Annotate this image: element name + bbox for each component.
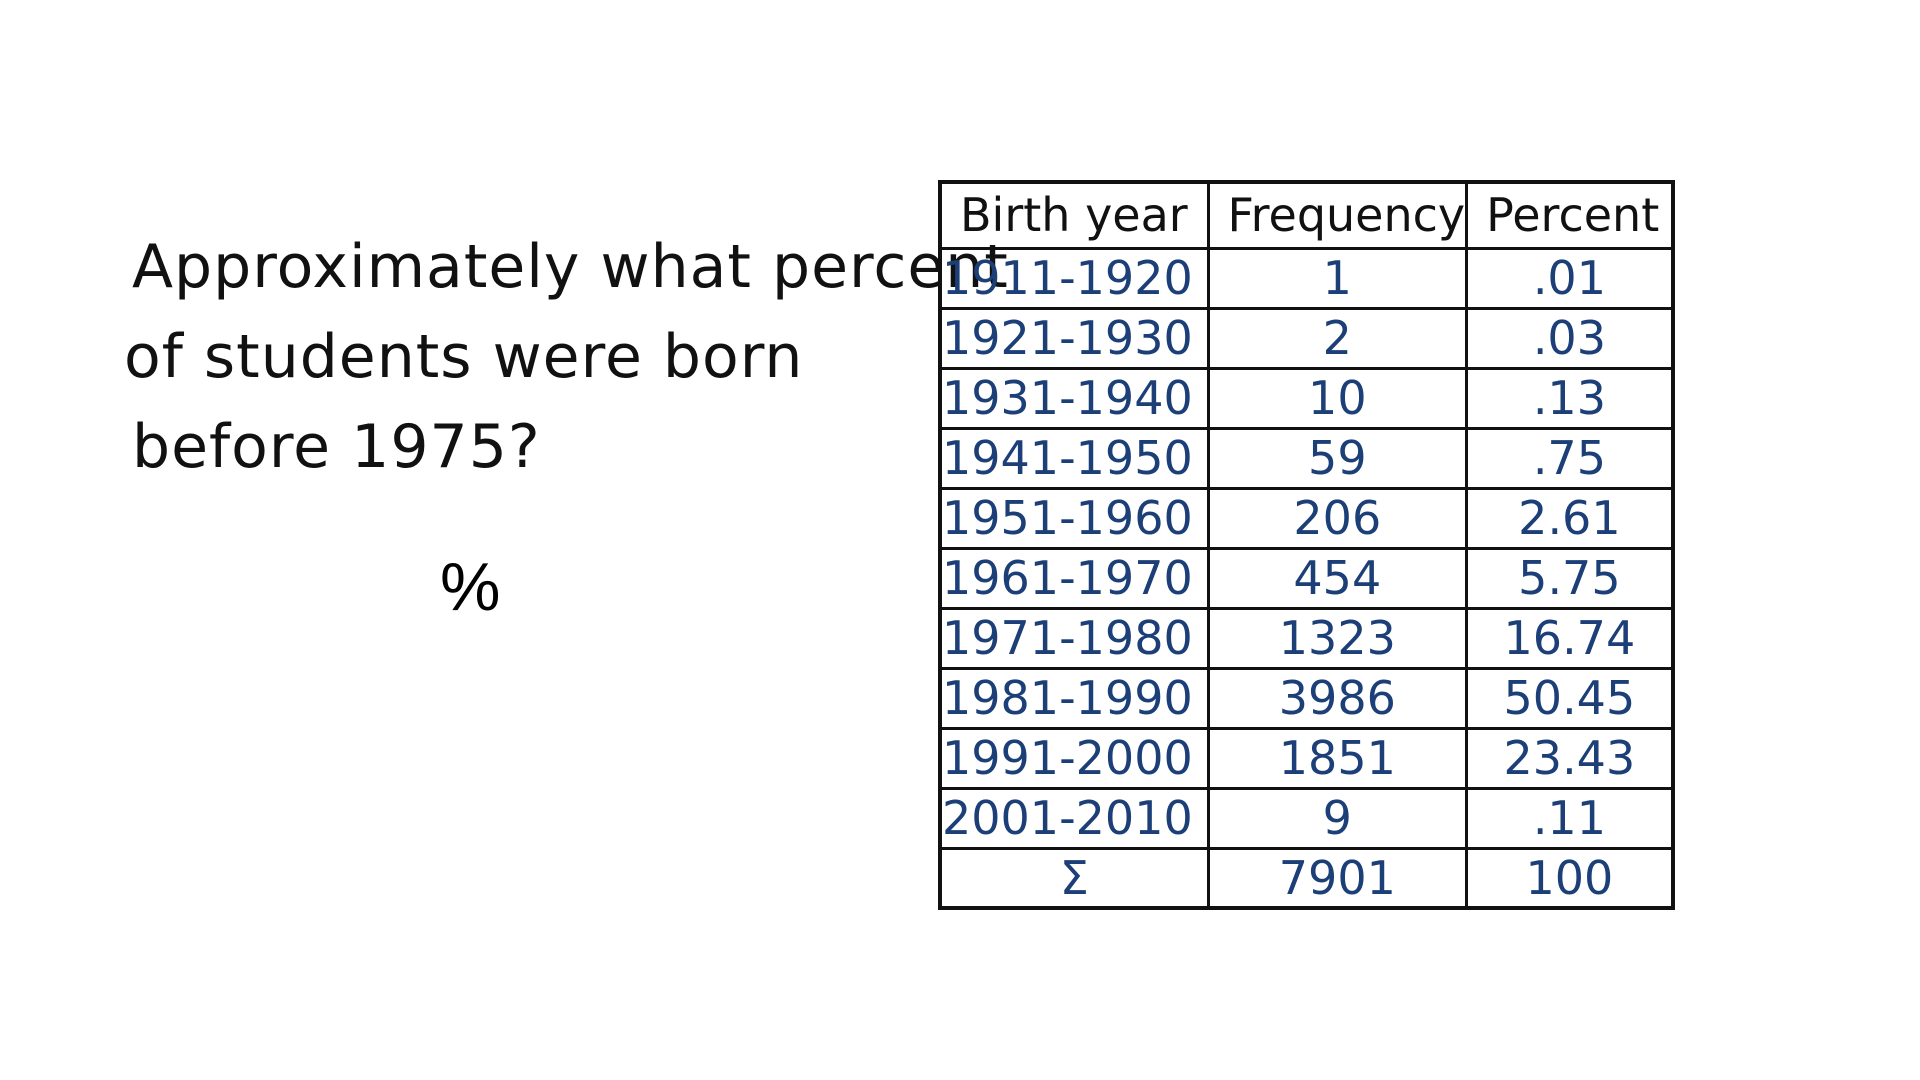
cell-frequency: 3986 bbox=[1206, 666, 1469, 730]
cell-percent: .11 bbox=[1465, 786, 1675, 850]
total-frequency: 7901 bbox=[1206, 846, 1469, 910]
total-sigma-label: Σ bbox=[938, 846, 1210, 910]
cell-percent: .01 bbox=[1465, 246, 1675, 310]
question-line-1: Approximately what percent bbox=[132, 232, 1009, 302]
table-header-row: Birth year Frequency Percent bbox=[938, 180, 1675, 250]
cell-birth-year: 1931-1940 bbox=[938, 366, 1210, 430]
table-row: 1961-1970 454 5.75 bbox=[938, 546, 1675, 610]
cell-birth-year: 1961-1970 bbox=[938, 546, 1210, 610]
cell-percent: 23.43 bbox=[1465, 726, 1675, 790]
cell-percent: .75 bbox=[1465, 426, 1675, 490]
table-row: 2001-2010 9 .11 bbox=[938, 786, 1675, 850]
answer-percent-sign: % bbox=[440, 549, 501, 625]
cell-birth-year: 1991-2000 bbox=[938, 726, 1210, 790]
table-row: 1921-1930 2 .03 bbox=[938, 306, 1675, 370]
cell-birth-year: 1911-1920 bbox=[938, 246, 1210, 310]
header-birth-year: Birth year bbox=[938, 180, 1210, 250]
cell-birth-year: 1981-1990 bbox=[938, 666, 1210, 730]
cell-frequency: 1851 bbox=[1206, 726, 1469, 790]
cell-frequency: 2 bbox=[1206, 306, 1469, 370]
table-row: 1991-2000 1851 23.43 bbox=[938, 726, 1675, 790]
cell-frequency: 206 bbox=[1206, 486, 1469, 550]
cell-birth-year: 1951-1960 bbox=[938, 486, 1210, 550]
cell-birth-year: 1921-1930 bbox=[938, 306, 1210, 370]
table-row: 1971-1980 1323 16.74 bbox=[938, 606, 1675, 670]
total-percent: 100 bbox=[1465, 846, 1675, 910]
cell-percent: .03 bbox=[1465, 306, 1675, 370]
table-row: 1981-1990 3986 50.45 bbox=[938, 666, 1675, 730]
cell-percent: .13 bbox=[1465, 366, 1675, 430]
cell-frequency: 1 bbox=[1206, 246, 1469, 310]
header-frequency: Frequency bbox=[1206, 180, 1469, 250]
cell-percent: 16.74 bbox=[1465, 606, 1675, 670]
header-percent: Percent bbox=[1465, 180, 1675, 250]
table-total-row: Σ 7901 100 bbox=[938, 846, 1675, 910]
question-text: Approximately what percent of students w… bbox=[124, 222, 1009, 492]
cell-frequency: 454 bbox=[1206, 546, 1469, 610]
table-row: 1931-1940 10 .13 bbox=[938, 366, 1675, 430]
cell-birth-year: 1941-1950 bbox=[938, 426, 1210, 490]
cell-percent: 5.75 bbox=[1465, 546, 1675, 610]
cell-birth-year: 1971-1980 bbox=[938, 606, 1210, 670]
cell-percent: 50.45 bbox=[1465, 666, 1675, 730]
table-row: 1951-1960 206 2.61 bbox=[938, 486, 1675, 550]
cell-frequency: 10 bbox=[1206, 366, 1469, 430]
question-line-2: of students were born bbox=[124, 322, 804, 392]
cell-frequency: 1323 bbox=[1206, 606, 1469, 670]
frequency-table: Birth year Frequency Percent 1911-1920 1… bbox=[938, 180, 1675, 910]
cell-percent: 2.61 bbox=[1465, 486, 1675, 550]
question-line-3: before 1975? bbox=[132, 412, 541, 482]
cell-birth-year: 2001-2010 bbox=[938, 786, 1210, 850]
cell-frequency: 59 bbox=[1206, 426, 1469, 490]
cell-frequency: 9 bbox=[1206, 786, 1469, 850]
table-row: 1941-1950 59 .75 bbox=[938, 426, 1675, 490]
table-row: 1911-1920 1 .01 bbox=[938, 246, 1675, 310]
